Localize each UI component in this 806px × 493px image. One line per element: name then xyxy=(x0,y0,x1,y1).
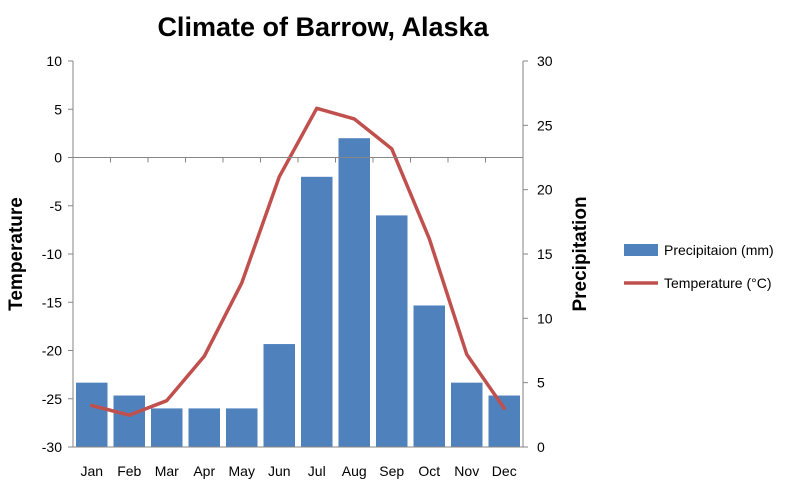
y2-tick-label: 15 xyxy=(537,246,553,262)
bar-precipitation-mar xyxy=(151,408,183,447)
y2-axis-title: Precipitation xyxy=(570,196,591,311)
chart-title: Climate of Barrow, Alaska xyxy=(157,12,489,42)
legend-label-temperature: Temperature (°C) xyxy=(664,275,772,291)
x-tick-label: Jul xyxy=(308,463,326,479)
bar-precipitation-jan xyxy=(76,382,108,447)
plot-area xyxy=(76,106,520,448)
y-tick-label: -15 xyxy=(42,294,62,310)
x-tick-label: Apr xyxy=(193,463,215,479)
y2-tick-label: 25 xyxy=(537,117,553,133)
y-tick-label: -20 xyxy=(42,343,62,359)
x-tick-label: Feb xyxy=(117,463,141,479)
x-tick-label: Jun xyxy=(268,463,291,479)
legend: Precipitaion (mm) Temperature (°C) xyxy=(624,242,774,291)
y2-tick-label: 10 xyxy=(537,310,553,326)
y-tick-label: -25 xyxy=(42,391,62,407)
bar-precipitation-sep xyxy=(376,215,408,447)
x-tick-label: Aug xyxy=(342,463,367,479)
y2-tick-label: 30 xyxy=(537,53,553,69)
y-tick-label: 10 xyxy=(46,53,62,69)
bar-precipitation-nov xyxy=(451,382,483,447)
y2-tick-label: 5 xyxy=(537,375,545,391)
bar-precipitation-dec xyxy=(488,395,520,447)
y-tick-label: 0 xyxy=(54,150,62,166)
y-tick-label: -30 xyxy=(42,439,62,455)
y2-tick-label: 0 xyxy=(537,439,545,455)
x-tick-label: Jan xyxy=(80,463,103,479)
y-tick-label: -10 xyxy=(42,246,62,262)
y-tick-label: -5 xyxy=(50,198,63,214)
bar-precipitation-aug xyxy=(338,138,370,447)
y2-tick-label: 20 xyxy=(537,182,553,198)
axes: 10 5 0 -5 -10 -15 -20 -25 -30 30 25 20 15 10 5 0 Jan Feb M… xyxy=(42,53,553,479)
bar-precipitation-feb xyxy=(113,395,145,447)
x-tick-label: Dec xyxy=(492,463,517,479)
x-tick-label: Mar xyxy=(155,463,179,479)
line-temperature xyxy=(90,106,506,417)
legend-swatch-precipitation xyxy=(624,244,658,256)
x-tick-label: Oct xyxy=(418,463,440,479)
bar-precipitation-may xyxy=(226,408,258,447)
y-tick-label: 5 xyxy=(54,101,62,117)
x-tick-label: Nov xyxy=(454,463,479,479)
bar-precipitation-jun xyxy=(263,344,295,447)
x-tick-label: May xyxy=(229,463,255,479)
bar-precipitation-apr xyxy=(188,408,220,447)
bar-precipitation-oct xyxy=(413,305,445,447)
legend-label-precipitation: Precipitaion (mm) xyxy=(664,242,774,258)
bar-precipitation-jul xyxy=(301,176,333,448)
x-tick-label: Sep xyxy=(379,463,404,479)
y-axis-title: Temperature xyxy=(6,197,27,311)
